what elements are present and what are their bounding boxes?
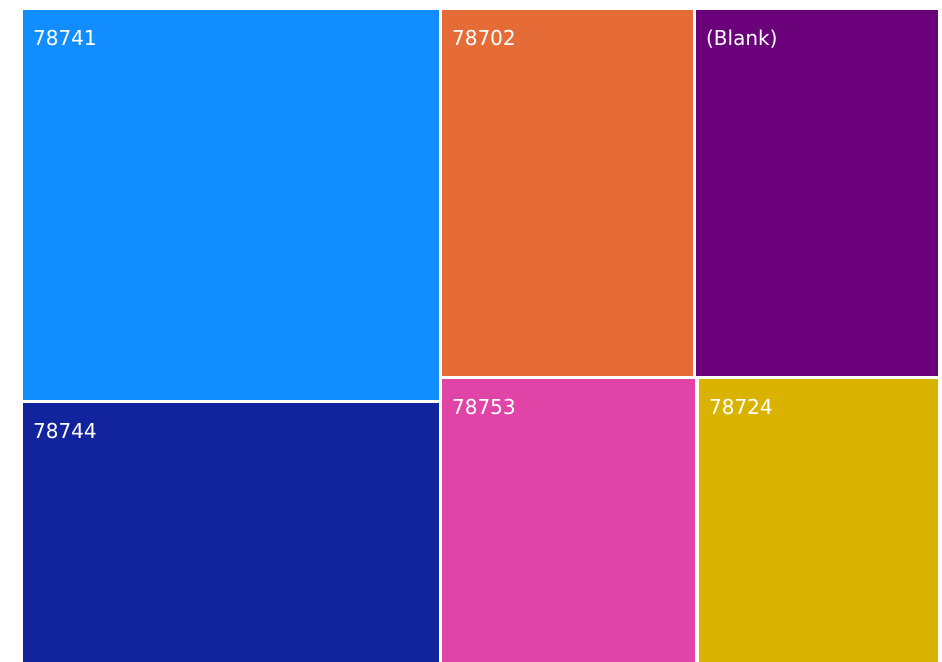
treemap-tile[interactable]: 78741 xyxy=(23,10,439,400)
treemap-tile[interactable]: 78744 xyxy=(23,403,439,662)
treemap-tile[interactable]: (Blank) xyxy=(696,10,938,376)
treemap-tile[interactable]: 78702 xyxy=(442,10,693,376)
treemap-tile-label: 78702 xyxy=(452,26,516,50)
treemap-tile-label: 78724 xyxy=(709,395,773,419)
treemap-tile-label: (Blank) xyxy=(706,26,778,50)
treemap-tile[interactable]: 78753 xyxy=(442,379,695,662)
treemap-tile-label: 78753 xyxy=(452,395,516,419)
treemap-tile[interactable]: 78724 xyxy=(699,379,938,662)
treemap-tile-label: 78741 xyxy=(33,26,97,50)
treemap-tile-label: 78744 xyxy=(33,419,97,443)
